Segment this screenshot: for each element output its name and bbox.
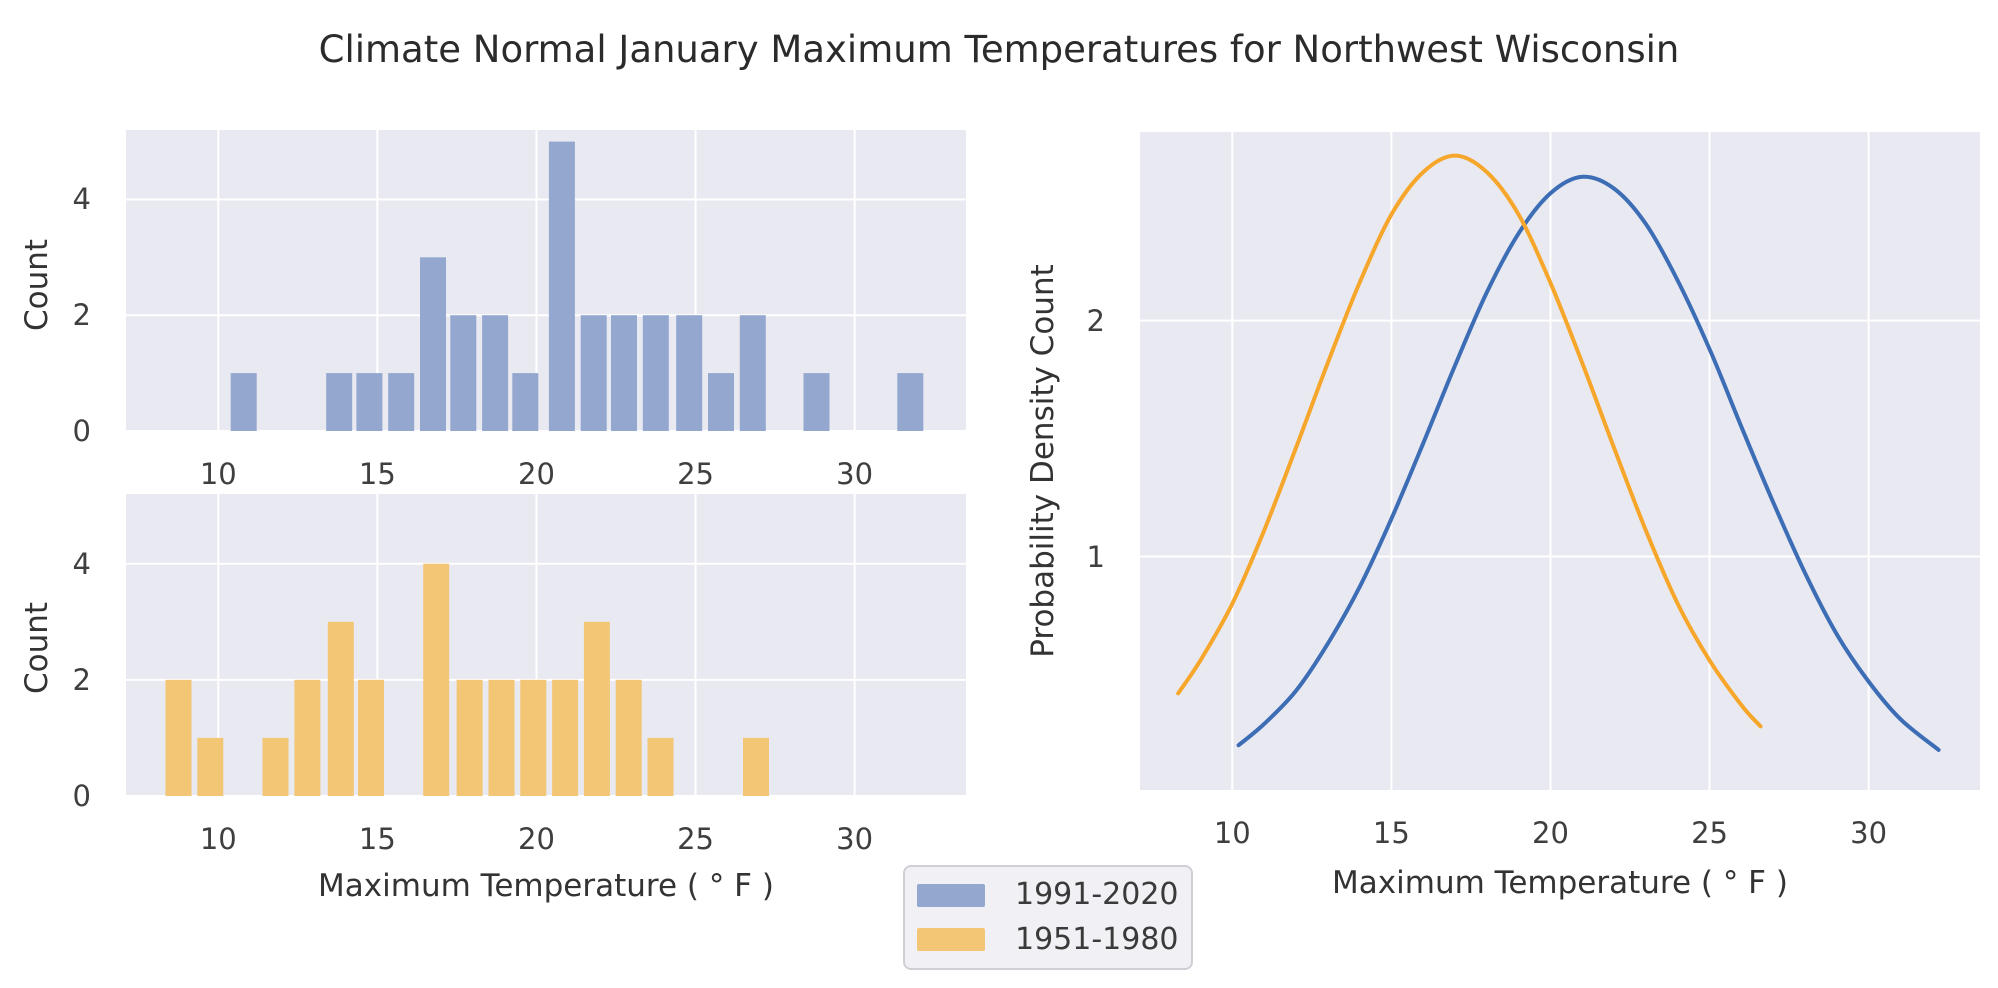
hist-past-bar xyxy=(520,679,547,796)
hist-past-bar xyxy=(358,679,384,796)
hist-past-bar xyxy=(262,737,289,796)
kde-canvas xyxy=(1140,132,1980,790)
hist-recent-y-tick-label: 4 xyxy=(72,182,91,217)
hist-recent-bar xyxy=(356,373,383,431)
hist-past-y-tick-label: 4 xyxy=(72,546,91,581)
hist-recent-bar xyxy=(739,315,766,431)
legend-swatch-1991-2020 xyxy=(917,883,985,907)
hist-past-x-tick-label: 25 xyxy=(677,822,714,856)
legend-item-1951-1980: 1951-1980 xyxy=(905,921,1191,957)
hist-past-bar xyxy=(647,737,674,796)
kde-curve-1991-2020 xyxy=(1236,174,1941,752)
hist-recent-x-tick-label: 10 xyxy=(199,457,237,491)
hist-past-bar xyxy=(197,737,224,796)
kde-x-tick-label: 25 xyxy=(1691,816,1728,850)
hist-1991-2020-panel xyxy=(126,130,966,431)
hist-past-bar xyxy=(488,679,515,796)
kde-x-tick-label: 20 xyxy=(1532,816,1569,850)
hist-recent-bar xyxy=(420,257,446,431)
hist-past-bar xyxy=(294,679,321,796)
hist-recent-x-tick-label: 20 xyxy=(518,457,555,491)
hist-recent-bar xyxy=(803,373,830,431)
hist-1951-1980-panel xyxy=(126,494,966,796)
kde-curve-1951-1980 xyxy=(1176,153,1763,729)
hist-recent-bar xyxy=(611,315,637,431)
hist-recent-bar xyxy=(548,141,575,431)
xlabel-maximum-temperature-right: Maximum Temperature ( ° F ) xyxy=(1332,865,1788,901)
kde-x-tick-label: 15 xyxy=(1372,816,1410,850)
hist-past-bar xyxy=(327,621,354,796)
hist-recent-bar xyxy=(450,315,477,431)
hist-past-bar xyxy=(615,679,642,796)
hist-recent-x-tick-label: 25 xyxy=(677,457,714,491)
hist-past-y-tick-label: 2 xyxy=(72,662,91,697)
hist-recent-bar xyxy=(580,315,607,431)
hist-past-x-tick-label: 15 xyxy=(358,822,396,856)
legend: 1991-2020 1951-1980 xyxy=(903,865,1193,970)
kde-panel xyxy=(1140,132,1980,790)
hist-past-y-tick-label: 0 xyxy=(72,779,91,813)
chart-title: Climate Normal January Maximum Temperatu… xyxy=(318,28,1680,71)
hist-recent-y-tick-label: 0 xyxy=(72,414,91,448)
kde-y-tick-label: 2 xyxy=(1086,303,1105,338)
hist-recent-bar xyxy=(708,373,734,431)
hist-recent-bar xyxy=(388,373,415,431)
legend-label-1991-2020: 1991-2020 xyxy=(1015,877,1179,913)
hist-recent-bar xyxy=(642,315,669,431)
legend-label-1951-1980: 1951-1980 xyxy=(1015,921,1179,957)
hist-recent-bar xyxy=(512,373,539,431)
hist-past-bar xyxy=(743,737,769,796)
hist-recent-canvas xyxy=(126,130,966,431)
hist-past-x-tick-label: 10 xyxy=(199,822,237,856)
hist-recent-y-tick-label: 2 xyxy=(72,298,91,333)
hist-recent-bar xyxy=(230,373,257,431)
hist-past-bar xyxy=(165,679,192,796)
xlabel-maximum-temperature-left: Maximum Temperature ( ° F ) xyxy=(318,868,774,904)
hist-recent-bar xyxy=(676,315,703,431)
legend-item-1991-2020: 1991-2020 xyxy=(905,879,1191,911)
kde-x-tick-label: 10 xyxy=(1213,816,1251,850)
hist-past-x-tick-label: 30 xyxy=(836,822,874,856)
hist-recent-x-tick-label: 30 xyxy=(836,457,874,491)
legend-swatch-1951-1980 xyxy=(917,928,985,952)
hist-past-bar xyxy=(583,621,610,796)
kde-x-tick-label: 30 xyxy=(1850,816,1888,850)
kde-y-tick-label: 1 xyxy=(1086,539,1105,574)
hist-recent-bar xyxy=(326,373,353,431)
hist-recent-x-tick-label: 15 xyxy=(358,457,396,491)
hist-past-bar xyxy=(552,679,579,796)
hist-past-x-tick-label: 20 xyxy=(518,822,555,856)
hist-past-bar xyxy=(456,679,483,796)
hist-recent-bar xyxy=(897,373,924,431)
hist-past-canvas xyxy=(126,494,966,796)
hist-recent-bar xyxy=(482,315,509,431)
hist-past-bar xyxy=(423,563,450,796)
